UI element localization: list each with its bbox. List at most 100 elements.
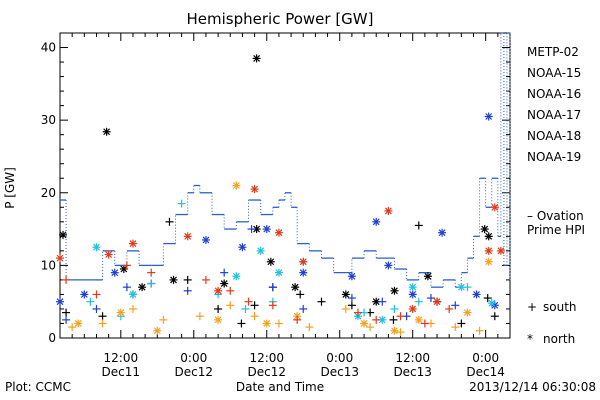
legend-entry: METP-02 bbox=[527, 45, 579, 59]
legend-entry: NOAA-18 bbox=[527, 129, 581, 143]
noaa-15-south-point bbox=[122, 283, 131, 292]
x-tick-label: 0:00 bbox=[326, 351, 353, 365]
noaa-15-north-point bbox=[80, 290, 89, 299]
noaa-19-north-point bbox=[274, 228, 283, 237]
noaa-15-north-point bbox=[299, 268, 308, 277]
x-tick-sublabel: Dec11 bbox=[102, 365, 141, 379]
legend-south-symbol: + bbox=[527, 300, 537, 314]
mark-stroke bbox=[239, 243, 246, 251]
x-tick-sublabel: Dec14 bbox=[466, 365, 505, 379]
mark-stroke bbox=[409, 305, 417, 313]
noaa-15-north-point bbox=[438, 228, 447, 237]
metp-02-north-point bbox=[423, 272, 432, 281]
noaa-18-north-point bbox=[232, 181, 241, 190]
mark-stroke bbox=[275, 269, 283, 277]
mark-stroke bbox=[497, 247, 505, 255]
metp-02-south-point bbox=[457, 319, 466, 328]
metp-02-north-point bbox=[390, 286, 399, 295]
legend-north-symbol: * bbox=[527, 332, 533, 346]
noaa-18-north-point bbox=[74, 319, 83, 328]
y-tick-label: 0 bbox=[48, 331, 56, 345]
x-tick-label: 12:00 bbox=[104, 351, 139, 365]
scatter-points-group bbox=[56, 54, 505, 337]
legend-south-label: south bbox=[543, 300, 577, 314]
mark-stroke bbox=[433, 298, 441, 306]
mark-stroke bbox=[129, 291, 137, 298]
noaa-15-north-point bbox=[201, 235, 210, 244]
noaa-19-north-point bbox=[104, 250, 113, 259]
mark-stroke bbox=[372, 218, 380, 226]
mark-stroke bbox=[488, 299, 496, 307]
noaa-18-south-point bbox=[305, 323, 314, 332]
noaa-18-north-point bbox=[484, 257, 493, 266]
noaa-18-south-point bbox=[250, 312, 259, 321]
noaa-18-north-point bbox=[463, 308, 472, 317]
mark-stroke bbox=[485, 113, 493, 120]
mark-stroke bbox=[103, 128, 111, 136]
noaa-19-south-point bbox=[396, 312, 405, 321]
noaa-19-south-point bbox=[420, 319, 429, 328]
mark-stroke bbox=[202, 236, 210, 244]
mark-stroke bbox=[409, 291, 417, 298]
legend-ovation: Prime HPI bbox=[527, 223, 585, 237]
x-tick-label: 0:00 bbox=[180, 351, 207, 365]
noaa-18-south-point bbox=[98, 319, 107, 328]
mark-stroke bbox=[485, 232, 493, 240]
metp-02-south-point bbox=[490, 312, 499, 321]
axes-group: 01020304012:00Dec110:00Dec1212:00Dec120:… bbox=[41, 32, 511, 379]
noaa-18-north-point bbox=[153, 326, 162, 335]
noaa-18-south-point bbox=[341, 304, 350, 313]
mark-stroke bbox=[291, 283, 299, 291]
noaa-15-north-point bbox=[262, 225, 271, 234]
noaa-19-south-point bbox=[353, 308, 362, 317]
noaa-18-south-point bbox=[475, 326, 484, 335]
mark-stroke bbox=[105, 251, 113, 258]
mark-stroke bbox=[348, 272, 356, 280]
metp-02-north-point bbox=[169, 275, 178, 284]
x-tick-label: 12:00 bbox=[395, 351, 430, 365]
mark-stroke bbox=[342, 291, 350, 298]
mark-stroke bbox=[275, 229, 283, 237]
noaa-18-south-point bbox=[451, 323, 460, 332]
noaa-18-south-point bbox=[68, 323, 77, 332]
noaa-19-north-point bbox=[299, 257, 308, 266]
metp-02-south-point bbox=[347, 301, 356, 310]
mark-stroke bbox=[138, 283, 146, 291]
noaa-15-north-point bbox=[372, 217, 381, 226]
noaa-19-north-point bbox=[433, 297, 442, 306]
mark-stroke bbox=[232, 272, 240, 280]
metp-02-south-point bbox=[98, 312, 107, 321]
mark-stroke bbox=[299, 258, 307, 266]
noaa-15-north-point bbox=[408, 290, 417, 299]
noaa-19-south-point bbox=[445, 304, 454, 313]
ovation-series-group bbox=[60, 32, 511, 288]
noaa-19-south-point bbox=[244, 297, 253, 306]
noaa-19-north-point bbox=[484, 246, 493, 255]
mark-stroke bbox=[170, 276, 177, 284]
noaa-19-south-point bbox=[122, 261, 131, 270]
mark-stroke bbox=[117, 309, 125, 317]
y-tick-label: 30 bbox=[41, 113, 56, 127]
noaa-16-north-point bbox=[256, 246, 265, 255]
metp-02-south-point bbox=[483, 294, 492, 303]
mark-stroke bbox=[372, 298, 380, 306]
legend-entry: NOAA-16 bbox=[527, 87, 581, 101]
metp-02-north-point bbox=[480, 225, 489, 234]
noaa-15-south-point bbox=[92, 304, 101, 313]
noaa-15-south-point bbox=[426, 294, 435, 303]
noaa-19-north-point bbox=[250, 185, 259, 194]
mark-stroke bbox=[391, 327, 398, 335]
noaa-15-north-point bbox=[347, 272, 356, 281]
mark-stroke bbox=[384, 207, 392, 215]
mark-stroke bbox=[384, 261, 392, 269]
mark-stroke bbox=[409, 283, 417, 291]
noaa-19-south-point bbox=[201, 275, 210, 284]
mark-stroke bbox=[59, 231, 67, 239]
noaa-15-south-point bbox=[299, 304, 308, 313]
noaa-18-north-point bbox=[262, 319, 271, 328]
metp-02-south-point bbox=[237, 319, 246, 328]
noaa-15-north-point bbox=[56, 297, 64, 306]
noaa-18-north-point bbox=[414, 315, 423, 324]
mark-stroke bbox=[360, 320, 368, 327]
metp-02-north-point bbox=[138, 283, 147, 292]
